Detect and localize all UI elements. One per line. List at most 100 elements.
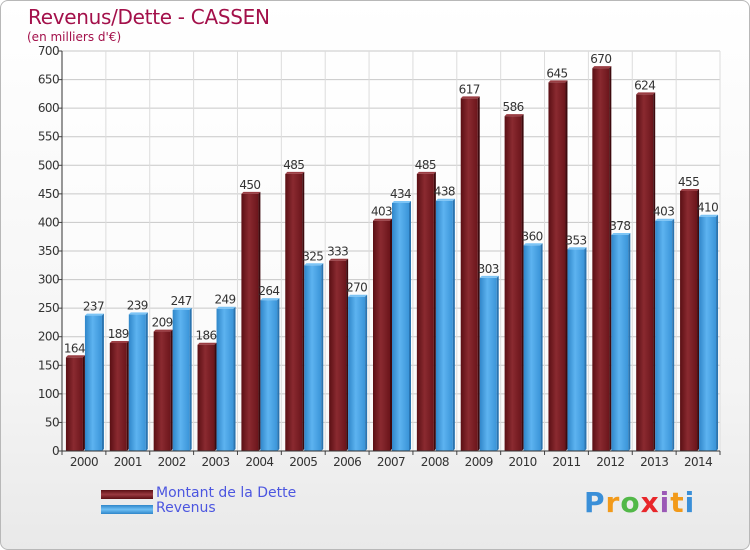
y-tick-label: 200	[38, 330, 59, 344]
bar-body	[655, 220, 673, 451]
bar-body	[435, 200, 453, 451]
bar-side	[82, 355, 85, 451]
legend-label-dette: Montant de la Dette	[156, 485, 297, 501]
y-tick-label: 100	[38, 387, 59, 401]
data-label-dette: 455	[678, 175, 699, 189]
data-label-revenus: 438	[434, 185, 455, 199]
bar-dette	[197, 342, 217, 451]
bar-dette	[109, 341, 129, 451]
bar-revenus	[435, 198, 455, 451]
data-label-dette: 209	[152, 316, 173, 330]
bar-dette	[329, 258, 349, 451]
bar-top	[699, 214, 719, 217]
chart-title: Revenus/Dette - CASSEN	[28, 5, 270, 29]
bar-side	[321, 263, 324, 451]
data-label-dette: 403	[371, 205, 392, 219]
bar-body	[592, 68, 610, 452]
data-label-dette: 333	[327, 245, 348, 259]
bar-top	[153, 329, 173, 332]
bar-top	[636, 92, 656, 95]
bar-side	[496, 275, 499, 451]
bar-dette	[416, 171, 436, 451]
bar-revenus	[392, 201, 411, 451]
data-label-revenus: 303	[478, 262, 499, 276]
bar-side	[390, 218, 392, 451]
bar-dette	[592, 66, 612, 452]
y-tick-label: 0	[52, 444, 59, 458]
bar-revenus	[84, 313, 104, 451]
y-tick-label: 350	[38, 244, 59, 258]
bar-body	[548, 82, 566, 451]
legend-label-revenus: Revenus	[156, 500, 216, 516]
bar-body	[523, 245, 541, 451]
bar-top	[611, 233, 631, 235]
bar-side	[277, 298, 280, 451]
chart-subtitle: (en milliers d'€)	[27, 30, 122, 44]
data-label-revenus: 264	[258, 284, 279, 298]
x-tick-label: 2008	[421, 455, 449, 469]
bar-side	[697, 189, 700, 451]
bar-body	[153, 331, 171, 451]
y-tick-label: 150	[38, 358, 59, 372]
bar-side	[565, 80, 568, 451]
logo-letter: x	[640, 486, 660, 519]
bar-dette	[680, 189, 700, 451]
logo-letter: r	[605, 486, 621, 519]
bar-top	[304, 263, 324, 266]
data-label-revenus: 353	[565, 233, 586, 247]
bar-side	[521, 114, 524, 452]
bar-dette	[241, 191, 261, 451]
bar-revenus	[260, 298, 280, 451]
bar-body	[216, 308, 234, 451]
x-tick-label: 2010	[509, 455, 537, 469]
data-label-revenus: 247	[171, 294, 192, 308]
bar-top	[567, 247, 587, 250]
bar-top	[416, 171, 436, 174]
data-label-dette: 164	[64, 341, 85, 355]
bar-top	[285, 171, 305, 174]
bar-body	[504, 116, 522, 452]
bar-side	[409, 201, 411, 451]
data-label-dette: 186	[195, 329, 216, 343]
bar-body	[479, 277, 497, 451]
bar-body	[392, 203, 409, 451]
bar-body	[128, 314, 146, 451]
bar-side	[653, 92, 656, 451]
bar-dette	[460, 96, 480, 451]
bar-side	[233, 306, 236, 451]
legend-swatch-revenus	[101, 505, 153, 514]
y-tick-label: 450	[38, 187, 59, 201]
data-label-dette: 645	[546, 66, 567, 80]
x-tick-label: 2004	[245, 455, 273, 469]
bar-body	[304, 265, 322, 451]
y-tick-label: 500	[38, 158, 59, 172]
x-tick-label: 2009	[465, 455, 493, 469]
bar-side	[145, 312, 148, 451]
bar-top	[523, 243, 543, 246]
bar-side	[126, 341, 129, 451]
y-tick-label: 300	[38, 273, 59, 287]
bar-revenus	[172, 307, 192, 451]
y-tick-label: 700	[38, 44, 59, 58]
proxiti-logo: Proxiti	[584, 486, 695, 519]
bar-revenus	[348, 294, 368, 451]
bar-top	[172, 307, 192, 310]
y-tick-label: 250	[38, 301, 59, 315]
x-tick-label: 2003	[201, 455, 229, 469]
data-label-revenus: 360	[522, 229, 543, 243]
bar-revenus	[655, 218, 675, 451]
bar-body	[567, 249, 585, 451]
bar-side	[452, 198, 455, 451]
bar-side	[477, 96, 480, 451]
bar-body	[636, 94, 654, 451]
bar-revenus	[128, 312, 148, 451]
bar-top	[655, 218, 675, 221]
bar-revenus	[567, 247, 587, 451]
data-label-revenus: 270	[346, 281, 367, 295]
bar-dette	[153, 329, 173, 451]
bar-top	[260, 298, 280, 301]
bar-revenus	[479, 275, 499, 451]
data-label-revenus: 403	[653, 205, 674, 219]
